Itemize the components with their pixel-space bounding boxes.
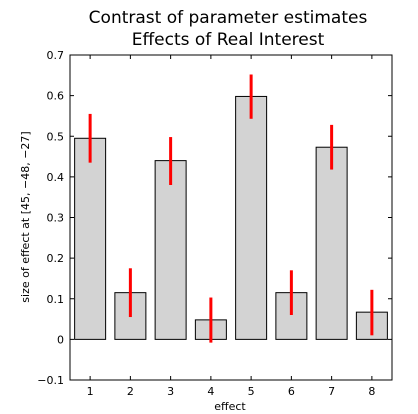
x-tick-label-3: 3 bbox=[167, 385, 174, 398]
y-axis-ticks: −0.1 0 0.1 0.2 0.3 0.4 0.5 0.6 0.7 bbox=[37, 49, 392, 387]
y-tick-label: 0 bbox=[57, 333, 64, 346]
y-tick-label: 0.4 bbox=[47, 171, 65, 184]
x-tick-label-5: 5 bbox=[248, 385, 255, 398]
plot-frame bbox=[69, 54, 393, 381]
chart-title-line-1: Contrast of parameter estimates bbox=[89, 8, 368, 28]
bar-1 bbox=[74, 137, 107, 340]
y-tick-label: 0.3 bbox=[47, 212, 65, 225]
y-tick-label: 0.7 bbox=[47, 49, 65, 62]
x-tick-label-1: 1 bbox=[87, 385, 94, 398]
y-axis-label: size of effect at [45, −48, −27] bbox=[19, 131, 32, 302]
bar-3 bbox=[154, 160, 187, 340]
x-axis-ticks: 1 2 3 4 5 6 7 8 bbox=[87, 55, 375, 398]
x-tick-label-4: 4 bbox=[207, 385, 214, 398]
x-tick-label-8: 8 bbox=[368, 385, 375, 398]
x-axis-label: effect bbox=[214, 400, 246, 413]
x-tick-label-2: 2 bbox=[127, 385, 134, 398]
bar-7 bbox=[315, 146, 348, 340]
y-tick-label: 0.2 bbox=[47, 252, 65, 265]
y-tick-label: 0.6 bbox=[47, 90, 65, 103]
x-tick-label-7: 7 bbox=[328, 385, 335, 398]
y-tick-label: −0.1 bbox=[37, 374, 64, 387]
bar-5 bbox=[235, 95, 268, 340]
x-tick-label-6: 6 bbox=[288, 385, 295, 398]
chart-title-line-2: Effects of Real Interest bbox=[132, 30, 325, 50]
error-bars-group bbox=[88, 74, 374, 343]
y-tick-label: 0.5 bbox=[47, 130, 65, 143]
y-tick-label: 0.1 bbox=[47, 293, 65, 306]
